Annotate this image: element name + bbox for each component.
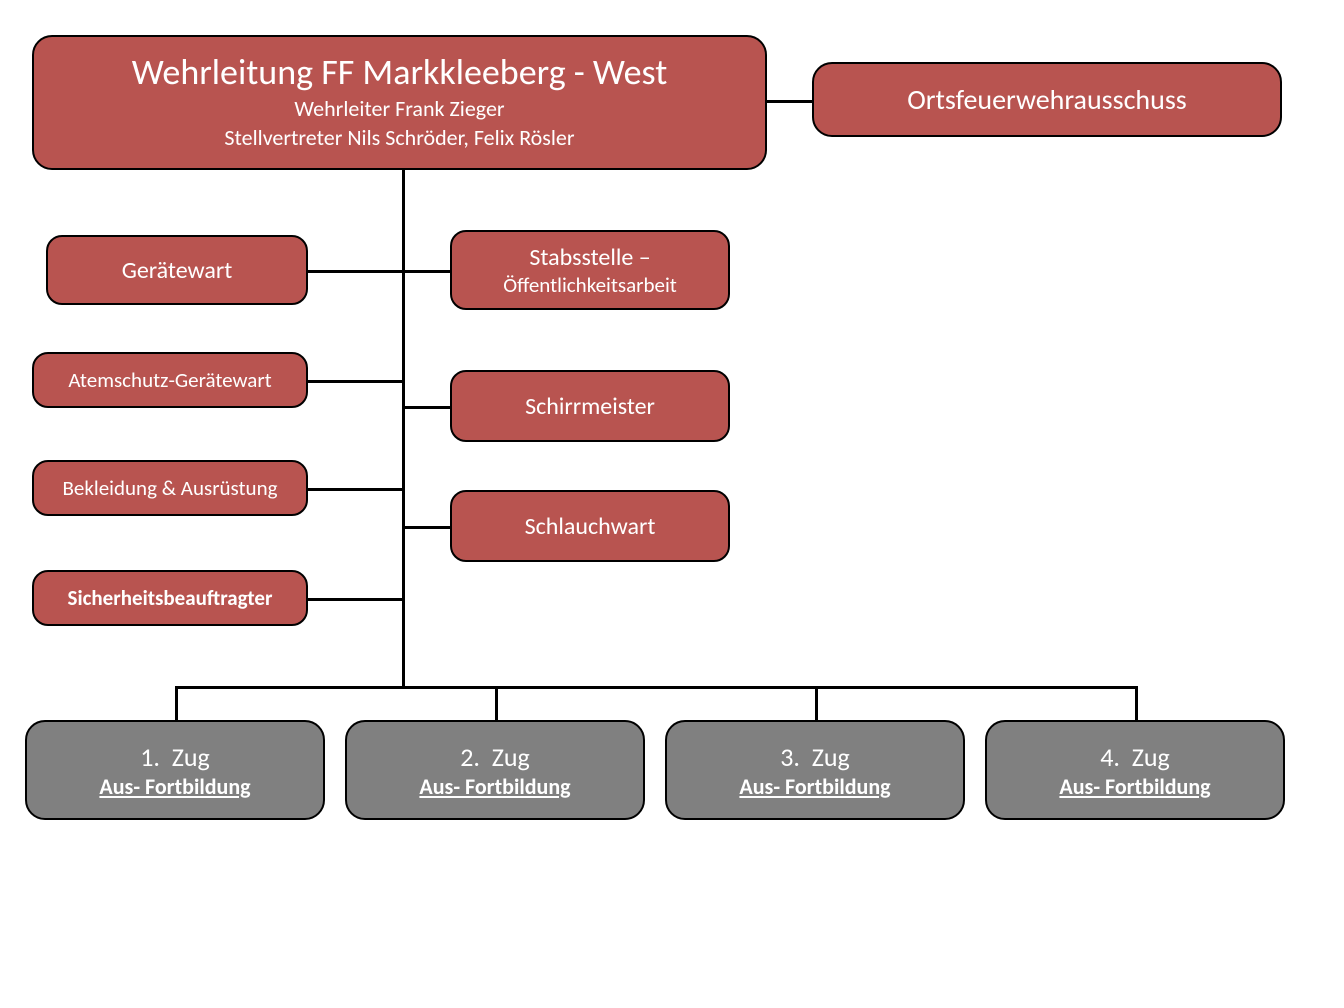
header-box: Wehrleitung FF Markkleeberg - West Wehrl… xyxy=(32,35,767,170)
zug-4-num: 4. xyxy=(1100,741,1120,773)
left-link-1 xyxy=(308,270,402,273)
zug-1-title: 1. Zug xyxy=(140,741,210,773)
zug-4-box: 4. Zug Aus- Fortbildung xyxy=(985,720,1285,820)
left-link-2 xyxy=(308,380,402,383)
zug-3-word: Zug xyxy=(812,741,850,773)
bekleidung-box: Bekleidung & Ausrüstung xyxy=(32,460,308,516)
schlauchwart-label: Schlauchwart xyxy=(525,512,656,541)
org-chart: Wehrleitung FF Markkleeberg - West Wehrl… xyxy=(0,0,1344,1008)
trunk-line xyxy=(402,170,405,686)
sicherheit-box: Sicherheitsbeauftragter xyxy=(32,570,308,626)
zug-4-title: 4. Zug xyxy=(1100,741,1170,773)
zug-3-box: 3. Zug Aus- Fortbildung xyxy=(665,720,965,820)
atemschutz-label: Atemschutz-Gerätewart xyxy=(68,367,271,393)
schirrmeister-label: Schirrmeister xyxy=(525,392,655,421)
header-committee-link xyxy=(767,100,812,103)
drop-3 xyxy=(815,686,818,720)
zug-3-num: 3. xyxy=(780,741,800,773)
geraetewart-box: Gerätewart xyxy=(46,235,308,305)
zug-1-word: Zug xyxy=(172,741,210,773)
drop-1 xyxy=(175,686,178,720)
left-link-3 xyxy=(308,488,402,491)
drop-2 xyxy=(495,686,498,720)
header-line2: Wehrleiter Frank Zieger xyxy=(294,94,504,124)
stabsstelle-box: Stabsstelle – Öffentlichkeitsarbeit xyxy=(450,230,730,310)
sicherheit-label: Sicherheitsbeauftragter xyxy=(68,585,273,611)
zug-1-box: 1. Zug Aus- Fortbildung xyxy=(25,720,325,820)
bekleidung-label: Bekleidung & Ausrüstung xyxy=(62,475,277,501)
committee-box: Ortsfeuerwehrausschuss xyxy=(812,62,1282,137)
zug-1-sub: Aus- Fortbildung xyxy=(99,773,250,800)
geraetewart-label: Gerätewart xyxy=(122,256,233,285)
atemschutz-box: Atemschutz-Gerätewart xyxy=(32,352,308,408)
committee-label: Ortsfeuerwehrausschuss xyxy=(907,82,1187,117)
schirrmeister-box: Schirrmeister xyxy=(450,370,730,442)
right-link-2 xyxy=(402,406,450,409)
header-title: Wehrleitung FF Markkleeberg - West xyxy=(132,52,668,93)
zug-3-title: 3. Zug xyxy=(780,741,850,773)
zug-2-sub: Aus- Fortbildung xyxy=(419,773,570,800)
zug-2-num: 2. xyxy=(460,741,480,773)
zug-2-title: 2. Zug xyxy=(460,741,530,773)
zug-2-word: Zug xyxy=(492,741,530,773)
zug-4-sub: Aus- Fortbildung xyxy=(1059,773,1210,800)
right-link-1 xyxy=(402,270,450,273)
zug-1-num: 1. xyxy=(140,741,160,773)
header-line3: Stellvertreter Nils Schröder, Felix Rösl… xyxy=(224,123,574,153)
schlauchwart-box: Schlauchwart xyxy=(450,490,730,562)
right-link-3 xyxy=(402,526,450,529)
stabsstelle-line1: Stabsstelle – xyxy=(529,243,650,272)
zug-4-word: Zug xyxy=(1132,741,1170,773)
zug-2-box: 2. Zug Aus- Fortbildung xyxy=(345,720,645,820)
stabsstelle-line2: Öffentlichkeitsarbeit xyxy=(503,272,677,298)
drop-4 xyxy=(1135,686,1138,720)
zug-3-sub: Aus- Fortbildung xyxy=(739,773,890,800)
bus-line xyxy=(175,686,1135,689)
left-link-4 xyxy=(308,598,402,601)
